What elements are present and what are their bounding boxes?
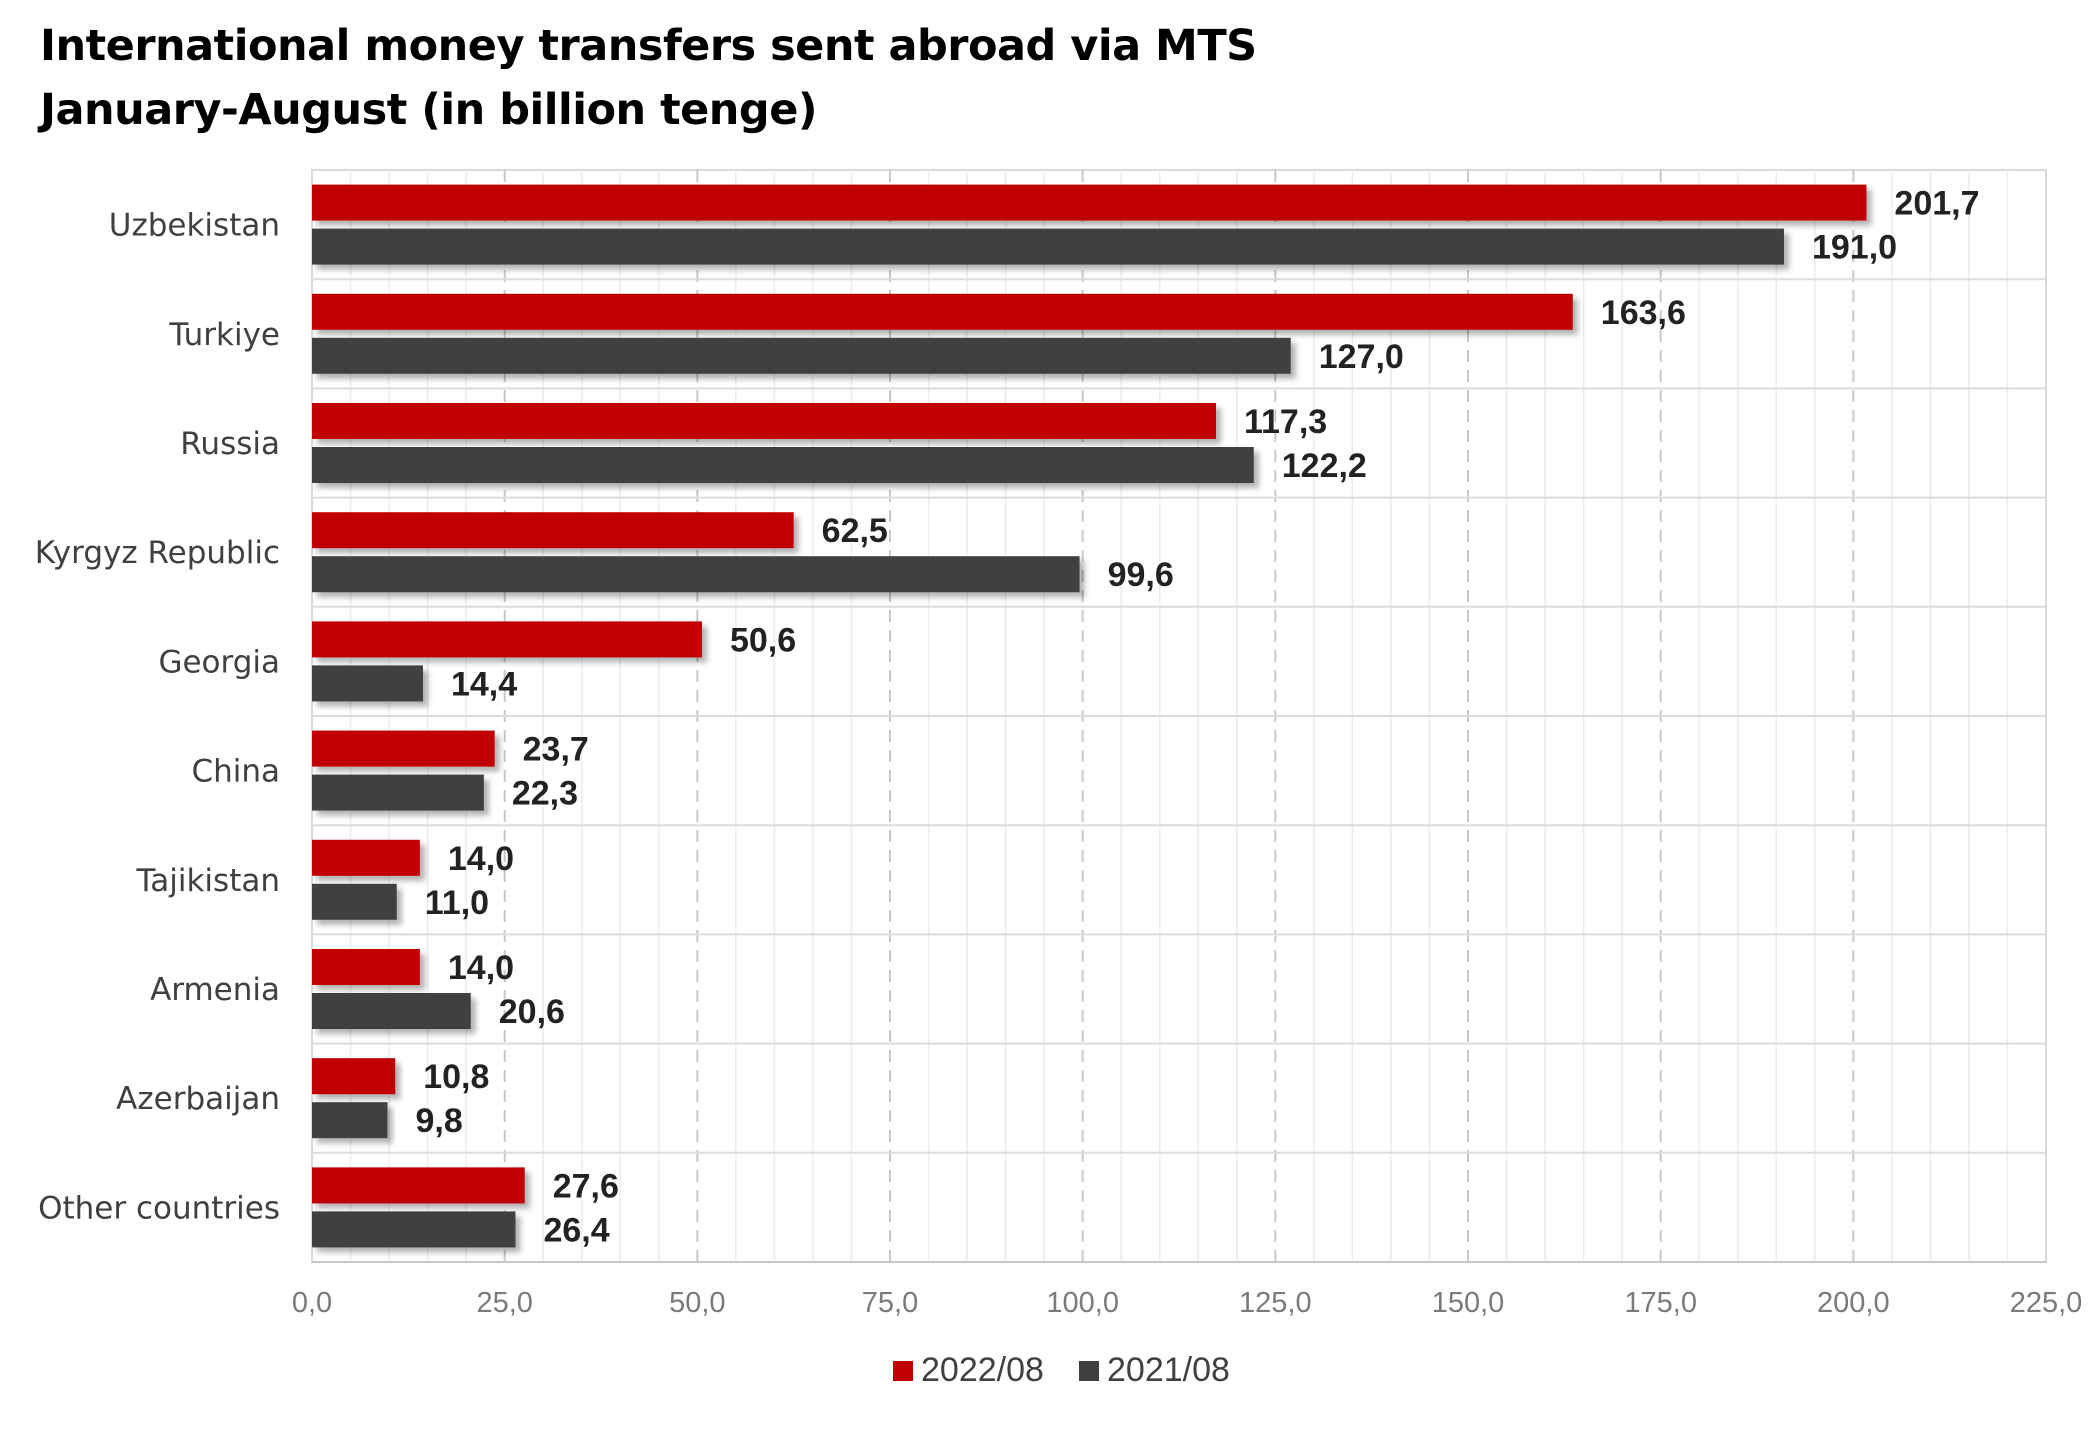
legend: 2022/08 2021/08 <box>893 1351 1230 1389</box>
value-label-tajikistan-2021-08: 11,0 <box>425 884 489 922</box>
category-label-tajikistan: Tajikistan <box>135 863 280 899</box>
bar-russia-2021-08 <box>312 447 1254 483</box>
value-label-uzbekistan-2022-08: 201,7 <box>1894 185 1979 223</box>
bar-uzbekistan-2022-08 <box>312 184 1867 221</box>
x-tick-label: 50,0 <box>669 1287 725 1319</box>
bar-azerbaijan-2021-08 <box>312 1102 388 1139</box>
chart-title-line1: International money transfers sent abroa… <box>40 21 1257 71</box>
value-label-georgia-2021-08: 14,4 <box>451 665 517 703</box>
x-axis-ticks: 0,0 25,0 50,0 75,0 100,0 125,0 150,0 175,0 200,0… <box>292 1287 2082 1319</box>
bar-uzbekistan-2021-08 <box>312 228 1784 265</box>
value-label-armenia-2022-08: 14,0 <box>448 949 514 987</box>
bar-kyrgyz-republic-2022-08 <box>312 512 794 549</box>
x-tick-label: 150,0 <box>1432 1287 1505 1319</box>
value-label-russia-2021-08: 122,2 <box>1282 447 1367 485</box>
category-label-georgia: Georgia <box>158 644 280 680</box>
value-label-georgia-2022-08: 50,6 <box>730 621 796 659</box>
x-tick-label: 175,0 <box>1624 1287 1697 1319</box>
legend-label-2022-08: 2022/08 <box>921 1351 1044 1389</box>
bar-china-2021-08 <box>312 774 484 811</box>
category-label-turkiye: Turkiye <box>168 317 280 353</box>
value-label-azerbaijan-2022-08: 10,8 <box>423 1058 489 1096</box>
value-label-uzbekistan-2021-08: 191,0 <box>1812 229 1897 267</box>
value-label-azerbaijan-2021-08: 9,8 <box>416 1102 463 1140</box>
category-label-kyrgyz-republic: Kyrgyz Republic <box>35 535 280 571</box>
category-label-azerbaijan: Azerbaijan <box>116 1081 280 1117</box>
bar-china-2022-08 <box>312 730 495 767</box>
value-label-kyrgyz-republic-2021-08: 99,6 <box>1108 556 1174 594</box>
value-label-china-2021-08: 22,3 <box>512 775 578 813</box>
category-label-uzbekistan: Uzbekistan <box>109 208 280 244</box>
bars <box>312 184 1867 1248</box>
x-tick-label: 75,0 <box>862 1287 918 1319</box>
bar-turkiye-2022-08 <box>312 293 1573 330</box>
chart-subtitle: January-August (in billion tenge) <box>40 85 818 135</box>
grid <box>311 169 2047 1263</box>
category-label-russia: Russia <box>180 426 280 462</box>
value-labels: 201,7 191,0 163,6 127,0 117,3 122,2 62,5 99,6 50… <box>416 185 1980 1250</box>
bar-georgia-2021-08 <box>312 665 423 702</box>
bar-armenia-2022-08 <box>312 949 420 985</box>
value-label-kyrgyz-republic-2022-08: 62,5 <box>822 512 888 550</box>
bar-georgia-2022-08 <box>312 621 702 658</box>
category-labels: Uzbekistan Turkiye Russia Kyrgyz Republic Ge… <box>35 208 280 1227</box>
value-label-turkiye-2022-08: 163,6 <box>1601 294 1686 332</box>
legend-label-2021-08: 2021/08 <box>1107 1351 1230 1389</box>
category-label-china: China <box>191 754 280 790</box>
bar-armenia-2021-08 <box>312 993 471 1029</box>
value-label-armenia-2021-08: 20,6 <box>499 993 565 1031</box>
legend-swatch-2021-08 <box>1079 1361 1099 1381</box>
x-tick-label: 25,0 <box>476 1287 532 1319</box>
category-label-armenia: Armenia <box>150 972 280 1008</box>
chart-title: International money transfers sent abroa… <box>40 14 1257 142</box>
x-tick-label: 100,0 <box>1046 1287 1119 1319</box>
legend-swatch-2022-08 <box>893 1361 913 1381</box>
value-label-china-2022-08: 23,7 <box>523 731 589 769</box>
value-label-russia-2022-08: 117,3 <box>1244 403 1327 441</box>
x-tick-label: 225,0 <box>2010 1287 2083 1319</box>
bar-turkiye-2021-08 <box>312 337 1291 374</box>
bar-other-countries-2021-08 <box>312 1211 516 1248</box>
value-label-other-countries-2022-08: 27,6 <box>553 1167 619 1205</box>
x-tick-label: 200,0 <box>1817 1287 1890 1319</box>
x-tick-label: 125,0 <box>1239 1287 1312 1319</box>
bar-other-countries-2022-08 <box>312 1167 525 1204</box>
value-label-turkiye-2021-08: 127,0 <box>1319 338 1404 376</box>
category-label-other-countries: Other countries <box>38 1190 280 1226</box>
bar-tajikistan-2022-08 <box>312 839 420 876</box>
bar-russia-2022-08 <box>312 403 1216 439</box>
value-label-tajikistan-2022-08: 14,0 <box>448 840 514 878</box>
x-tick-label: 0,0 <box>292 1287 332 1319</box>
value-label-other-countries-2021-08: 26,4 <box>543 1211 609 1249</box>
bar-kyrgyz-republic-2021-08 <box>312 556 1080 593</box>
bar-tajikistan-2021-08 <box>312 883 397 920</box>
bar-azerbaijan-2022-08 <box>312 1058 396 1095</box>
